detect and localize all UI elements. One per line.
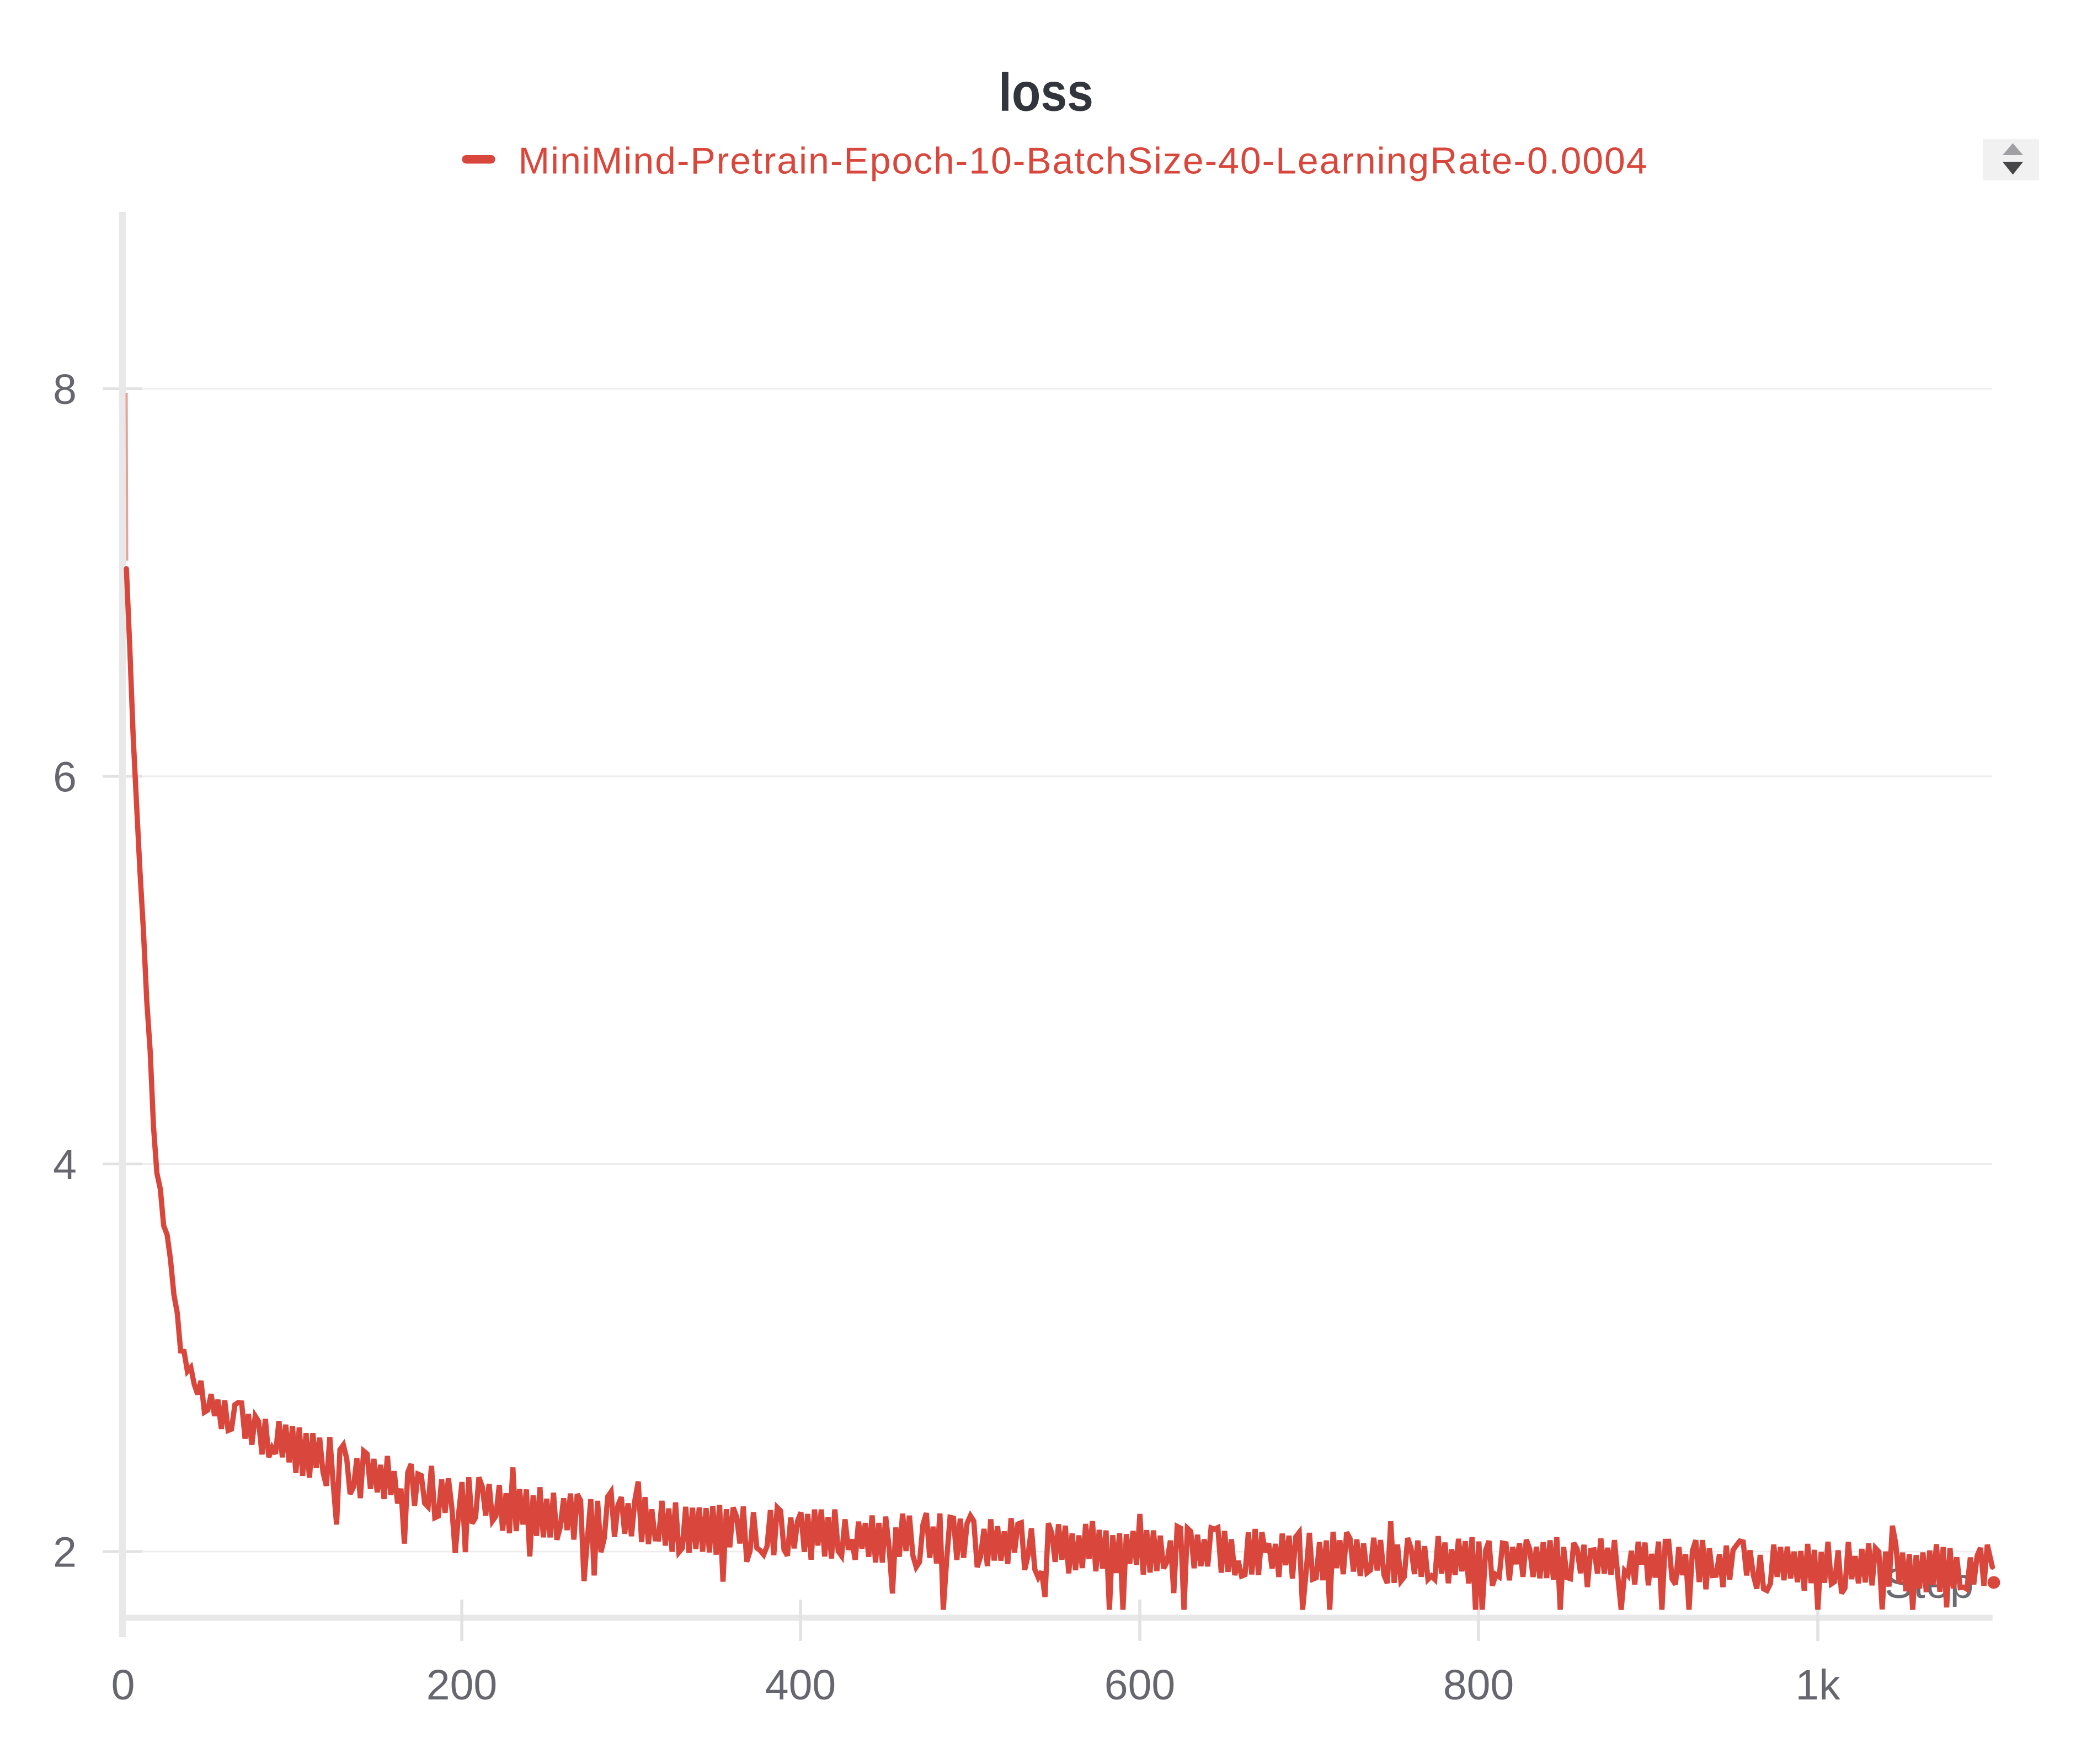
svg-text:MiniMind-Pretrain-Epoch-10-Bat: MiniMind-Pretrain-Epoch-10-BatchSize-40-… — [519, 140, 1647, 182]
svg-text:400: 400 — [765, 1661, 836, 1709]
svg-text:2: 2 — [53, 1529, 77, 1576]
svg-text:loss: loss — [999, 62, 1093, 122]
svg-text:6: 6 — [53, 754, 77, 801]
svg-text:800: 800 — [1443, 1661, 1514, 1709]
svg-text:200: 200 — [426, 1661, 497, 1709]
svg-text:4: 4 — [53, 1141, 77, 1189]
svg-text:8: 8 — [53, 366, 77, 413]
svg-text:0: 0 — [111, 1661, 135, 1709]
svg-text:1k: 1k — [1795, 1661, 1840, 1709]
svg-text:600: 600 — [1104, 1661, 1175, 1709]
